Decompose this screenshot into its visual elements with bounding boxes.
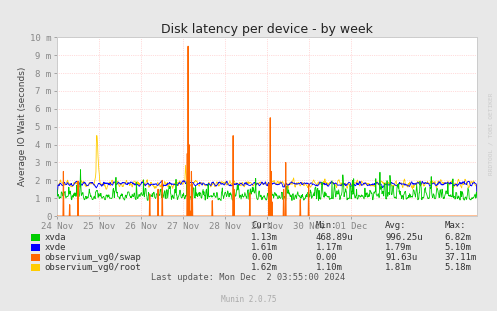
Text: Last update: Mon Dec  2 03:55:00 2024: Last update: Mon Dec 2 03:55:00 2024 bbox=[152, 273, 345, 282]
Text: RRDTOOL / TOBI OETIKER: RRDTOOL / TOBI OETIKER bbox=[488, 92, 493, 175]
Text: xvde: xvde bbox=[45, 244, 66, 252]
Text: 0.00: 0.00 bbox=[316, 253, 337, 262]
Text: 996.25u: 996.25u bbox=[385, 234, 423, 242]
Text: xvda: xvda bbox=[45, 234, 66, 242]
Text: 1.62m: 1.62m bbox=[251, 263, 278, 272]
Text: 1.79m: 1.79m bbox=[385, 244, 412, 252]
Text: 5.18m: 5.18m bbox=[445, 263, 472, 272]
Text: 6.82m: 6.82m bbox=[445, 234, 472, 242]
Text: 37.11m: 37.11m bbox=[445, 253, 477, 262]
Text: 91.63u: 91.63u bbox=[385, 253, 417, 262]
Text: 1.10m: 1.10m bbox=[316, 263, 342, 272]
Y-axis label: Average IO Wait (seconds): Average IO Wait (seconds) bbox=[18, 67, 27, 186]
Text: 0.00: 0.00 bbox=[251, 253, 272, 262]
Text: 1.17m: 1.17m bbox=[316, 244, 342, 252]
Title: Disk latency per device - by week: Disk latency per device - by week bbox=[161, 23, 373, 36]
Text: 1.13m: 1.13m bbox=[251, 234, 278, 242]
Text: 1.81m: 1.81m bbox=[385, 263, 412, 272]
Text: Max:: Max: bbox=[445, 220, 466, 230]
Text: Avg:: Avg: bbox=[385, 220, 407, 230]
Text: Munin 2.0.75: Munin 2.0.75 bbox=[221, 295, 276, 304]
Text: 1.61m: 1.61m bbox=[251, 244, 278, 252]
Text: observium_vg0/root: observium_vg0/root bbox=[45, 263, 142, 272]
Text: 5.10m: 5.10m bbox=[445, 244, 472, 252]
Text: Min:: Min: bbox=[316, 220, 337, 230]
Text: observium_vg0/swap: observium_vg0/swap bbox=[45, 253, 142, 262]
Text: 468.89u: 468.89u bbox=[316, 234, 353, 242]
Text: Cur:: Cur: bbox=[251, 220, 272, 230]
